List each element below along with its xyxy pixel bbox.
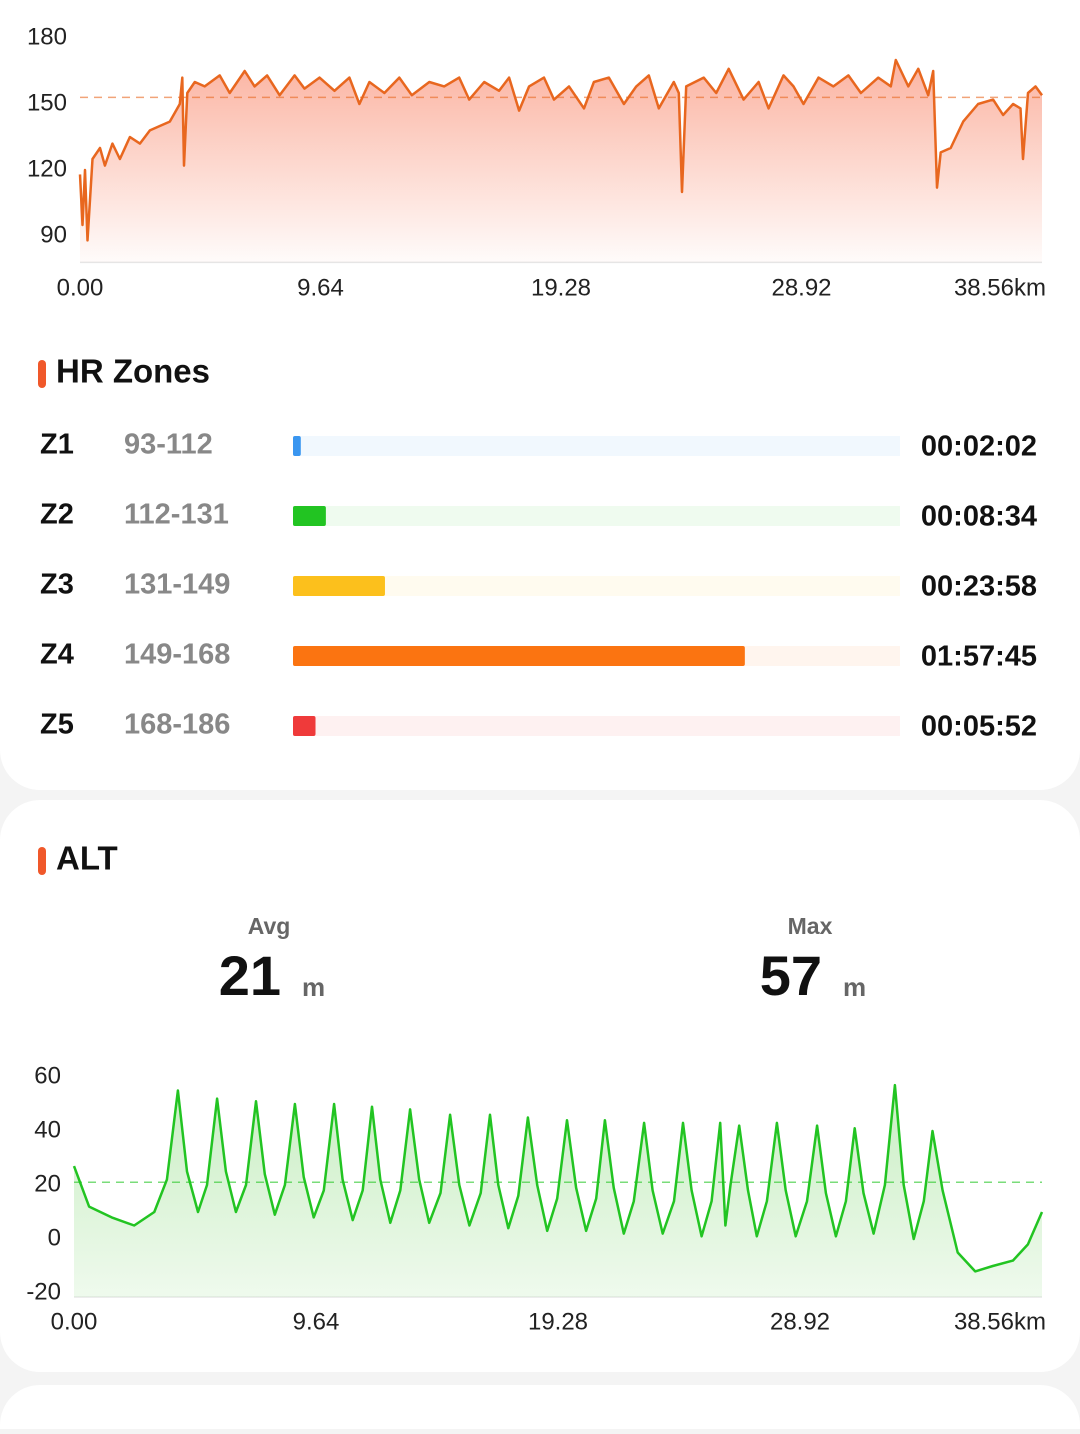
zone-time: 01:57:45 xyxy=(921,641,1037,673)
zone-name: Z1 xyxy=(40,429,74,461)
x-tick-label: 38.56km xyxy=(954,1308,1046,1335)
y-tick-label: 120 xyxy=(27,155,67,182)
x-tick-label: 0.00 xyxy=(51,1308,98,1335)
x-tick-label: 38.56km xyxy=(954,274,1046,301)
x-tick-label: 9.64 xyxy=(297,274,344,301)
zone-range: 149-168 xyxy=(124,639,230,671)
section-marker xyxy=(38,360,46,388)
y-tick-label: 60 xyxy=(34,1062,61,1089)
section-title: HR Zones xyxy=(56,353,210,390)
x-tick-label: 19.28 xyxy=(531,274,591,301)
line xyxy=(72,1083,1044,1273)
zone-time: 00:05:52 xyxy=(921,711,1037,743)
zone-name: Z2 xyxy=(40,499,74,531)
zone-bar-track xyxy=(293,576,900,596)
stat-unit: m xyxy=(843,972,866,1002)
y-tick-label: 0 xyxy=(48,1224,61,1251)
zone-bar-track xyxy=(293,506,900,526)
zone-range: 168-186 xyxy=(124,709,230,741)
line xyxy=(78,58,1044,242)
zone-bar xyxy=(293,506,326,526)
y-tick-label: 90 xyxy=(40,221,67,248)
stat-value: 57 xyxy=(760,944,822,1007)
section-marker xyxy=(38,847,46,875)
zone-name: Z4 xyxy=(40,639,74,671)
zone-range: 93-112 xyxy=(124,429,213,461)
zone-name: Z3 xyxy=(40,569,74,601)
zone-bar xyxy=(293,576,385,596)
next-card xyxy=(0,1385,1080,1434)
zone-bar-track xyxy=(293,436,900,456)
x-tick-label: 28.92 xyxy=(770,1308,830,1335)
area xyxy=(80,60,1042,263)
zone-time: 00:02:02 xyxy=(921,431,1037,463)
x-tick-label: 19.28 xyxy=(528,1308,588,1335)
x-tick-label: 9.64 xyxy=(293,1308,340,1335)
area xyxy=(74,1085,1042,1297)
section-title: ALT xyxy=(56,840,118,877)
zone-range: 112-131 xyxy=(124,499,229,531)
zone-time: 00:23:58 xyxy=(921,571,1037,603)
stat-label: Max xyxy=(788,913,833,939)
y-tick-label: 40 xyxy=(34,1116,61,1143)
y-tick-label: 20 xyxy=(34,1170,61,1197)
stat-label: Avg xyxy=(248,913,291,939)
y-tick-label: -20 xyxy=(26,1278,61,1305)
y-tick-label: 180 xyxy=(27,23,67,50)
zone-bar xyxy=(293,436,301,456)
zone-bar-track xyxy=(293,716,900,736)
zone-time: 00:08:34 xyxy=(921,501,1037,533)
zone-name: Z5 xyxy=(40,709,74,741)
stat-value: 21 xyxy=(219,944,281,1007)
zone-bar xyxy=(293,646,745,666)
y-tick-label: 150 xyxy=(27,89,67,116)
x-tick-label: 28.92 xyxy=(771,274,831,301)
stat-unit: m xyxy=(302,972,325,1002)
zone-range: 131-149 xyxy=(124,569,230,601)
zone-bar xyxy=(293,716,316,736)
x-tick-label: 0.00 xyxy=(57,274,104,301)
